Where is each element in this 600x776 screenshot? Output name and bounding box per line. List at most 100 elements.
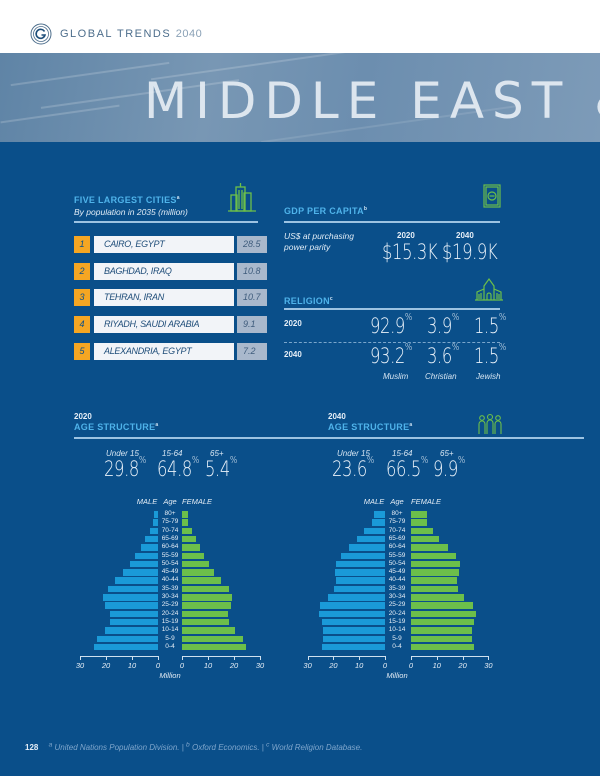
male-bar — [104, 627, 158, 634]
female-bar — [411, 602, 473, 609]
female-bar — [182, 560, 209, 568]
city-name: ALEXANDRIA, EGYPT — [94, 343, 234, 360]
axis-tick — [436, 656, 438, 661]
age-group-label: 65+ — [210, 449, 224, 458]
church-icon — [475, 277, 503, 301]
female-bar — [411, 519, 427, 526]
age-group: 55-59 — [388, 551, 406, 559]
city-row: 1 CAIRO, EGYPT 28.5 — [74, 236, 267, 253]
age-group: 20-24 — [388, 609, 406, 617]
city-rank: 4 — [74, 316, 90, 333]
female-bar — [411, 535, 440, 543]
female-bar — [411, 635, 473, 642]
axis-tick — [411, 656, 412, 661]
axis-tick-label: 20 — [229, 661, 239, 671]
male-bar — [364, 527, 385, 535]
age-group: 10-14 — [161, 626, 179, 634]
city-rank: 2 — [74, 263, 90, 280]
male-bar — [149, 527, 158, 535]
brand-name: GLOBAL TRENDS 2040 — [60, 28, 203, 40]
male-bar — [336, 577, 385, 584]
male-bar — [335, 569, 385, 576]
age-2040-under15: 23.6% — [332, 455, 374, 481]
age-group: 50-54 — [161, 559, 179, 567]
axis-tick — [307, 656, 309, 661]
religion-jewish-2040: 1.5% — [474, 342, 506, 368]
female-bar — [182, 618, 229, 626]
male-bar — [323, 635, 385, 642]
male-bar — [319, 602, 385, 609]
male-bar — [371, 519, 385, 526]
axis-tick — [234, 656, 235, 661]
female-bar — [411, 569, 459, 576]
axis-tick-label: 20 — [101, 661, 111, 671]
hero-banner: MIDDLE EAST & — [0, 53, 600, 142]
age-2020-65plus: 5.4% — [205, 455, 237, 481]
currency-bill-icon — [483, 184, 501, 208]
age-2040-65plus: 9.9% — [433, 455, 465, 481]
age-group: 65-69 — [388, 534, 406, 542]
axis-tick-label: 0 — [382, 661, 388, 671]
axis-tick-label: 30 — [255, 661, 265, 671]
female-bar — [411, 527, 433, 535]
female-bar — [182, 602, 231, 609]
age-2040-15-64: 66.5% — [386, 455, 428, 481]
religion-muslim-2020: 92.9% — [370, 312, 412, 338]
male-bar — [115, 577, 158, 584]
age-2020-title: AGE STRUCTUREa — [74, 422, 159, 432]
female-bar — [411, 511, 427, 518]
age-group: 40-44 — [161, 576, 179, 584]
female-bar — [182, 552, 205, 559]
age-group-label: Under 15 — [106, 449, 139, 458]
gdp-year-2040: 2040 — [456, 231, 474, 240]
female-axis — [182, 656, 260, 658]
male-bar — [327, 594, 385, 601]
axis-tick-label: 10 — [127, 661, 137, 671]
age-group: 10-14 — [388, 626, 406, 634]
male-bar — [319, 610, 385, 618]
male-bar — [129, 560, 158, 568]
axis-tick — [80, 656, 81, 661]
female-bar — [411, 594, 465, 601]
religion-row-divider — [284, 342, 500, 343]
male-bar — [144, 535, 158, 543]
axis-tick-label: 30 — [484, 661, 493, 671]
age-group: 40-44 — [388, 576, 406, 584]
axis-tick-label: 10 — [432, 661, 441, 671]
age-group-label: 15-64 — [392, 449, 413, 458]
age-group: 25-29 — [161, 601, 179, 609]
female-bar — [182, 577, 221, 584]
city-row: 2 BAGHDAD, IRAQ 10.8 — [74, 263, 267, 280]
city-row: 3 TEHRAN, IRAN 10.7 — [74, 289, 267, 306]
axis-tick-label: 20 — [458, 661, 467, 671]
gdp-value-2040: $19.9K — [442, 240, 498, 264]
female-axis — [411, 656, 489, 658]
axis-tick-label: 20 — [329, 661, 338, 671]
male-bar — [107, 585, 158, 593]
age-group: 30-34 — [161, 593, 179, 600]
female-label: FEMALE — [182, 497, 213, 506]
female-bar — [411, 643, 475, 651]
age-group-label: Under 15 — [337, 449, 370, 458]
male-bar — [140, 544, 158, 551]
female-bar — [411, 618, 474, 626]
age-group: 75-79 — [388, 518, 406, 526]
male-bar — [357, 535, 385, 543]
axis-tick — [385, 656, 386, 661]
age-group: 80+ — [164, 510, 176, 517]
axis-tick-label: 0 — [408, 661, 414, 671]
female-bar — [411, 577, 458, 584]
people-icon — [478, 413, 502, 434]
female-bar — [182, 643, 246, 651]
female-label: FEMALE — [411, 497, 442, 506]
male-bar — [348, 544, 385, 551]
religion-year: 2040 — [284, 350, 302, 359]
global-trends-logo-icon — [30, 23, 52, 45]
buildings-icon — [228, 183, 256, 212]
age-group: 0-4 — [165, 642, 175, 650]
religion-jewish-2020: 1.5% — [474, 312, 506, 338]
female-bar — [411, 560, 461, 568]
male-bar — [373, 511, 385, 518]
female-bar — [411, 552, 456, 559]
female-bar — [182, 511, 189, 518]
